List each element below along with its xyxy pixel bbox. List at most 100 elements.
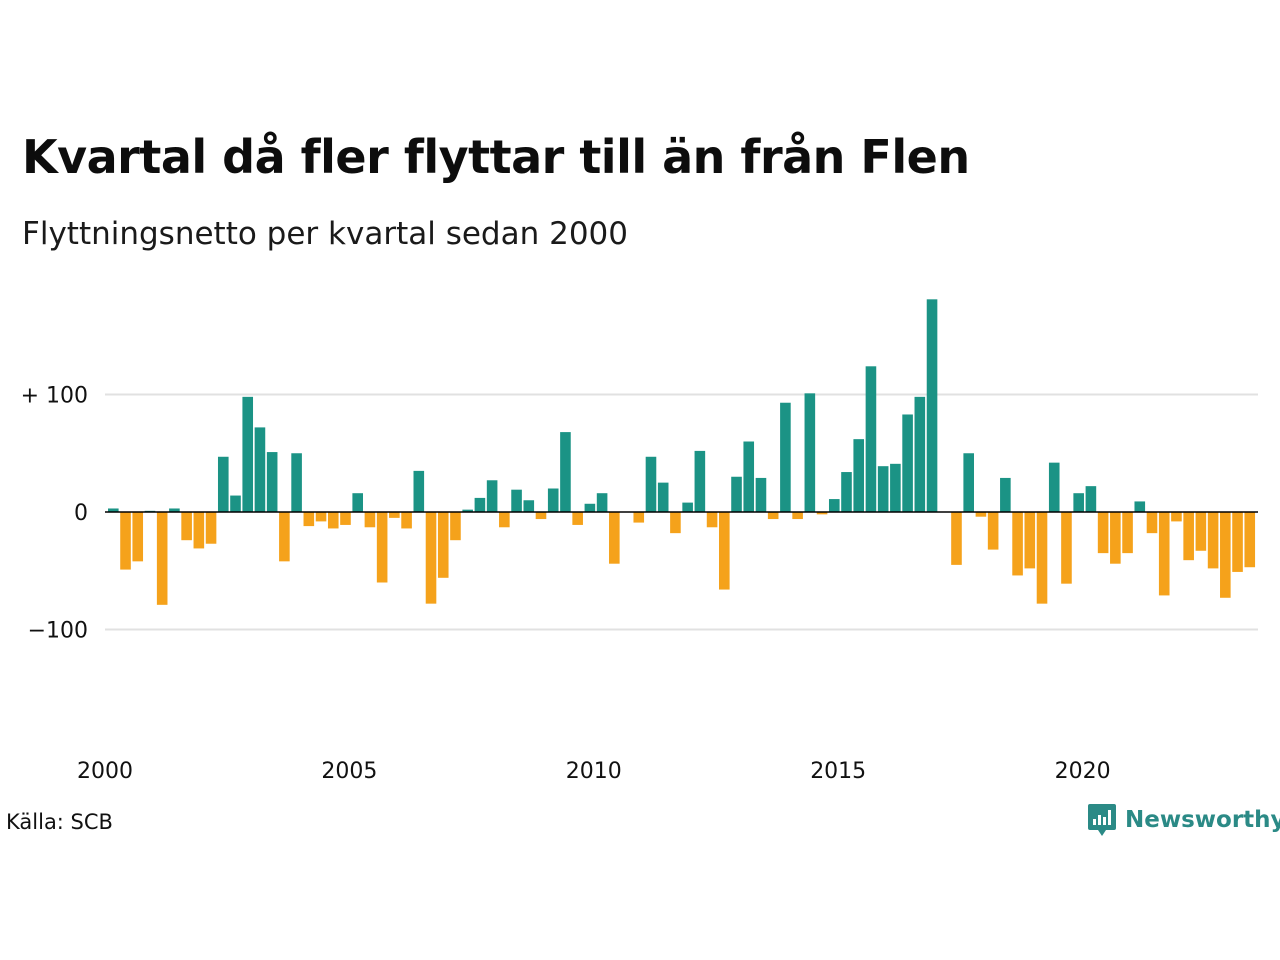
bar: [1158, 512, 1170, 596]
bar: [987, 512, 999, 550]
bar: [1195, 512, 1207, 551]
bar: [401, 512, 412, 529]
bar: [327, 512, 339, 529]
bar: [352, 493, 363, 512]
bar: [156, 512, 168, 605]
bar: [902, 414, 913, 513]
bar: [657, 482, 669, 513]
bar: [437, 512, 449, 578]
bar: [364, 512, 376, 528]
x-tick-label: 2005: [321, 759, 377, 784]
bar: [914, 396, 926, 512]
bar: [1036, 512, 1048, 604]
bar: [1171, 512, 1182, 522]
bar: [376, 512, 388, 583]
bar: [120, 512, 131, 570]
bar: [499, 512, 510, 528]
bar: [1122, 512, 1133, 554]
chart-title: Kvartal då fler flyttar till än från Fle…: [22, 130, 970, 184]
bar: [1220, 512, 1231, 598]
bar: [279, 512, 290, 562]
chart-subtitle: Flyttningsnetto per kvartal sedan 2000: [22, 216, 628, 252]
bar: [1000, 477, 1011, 513]
bar: [682, 502, 693, 512]
bar: [743, 441, 755, 512]
bar: [596, 493, 608, 512]
bar: [584, 503, 596, 512]
x-tick-label: 2020: [1055, 759, 1111, 784]
newsworthy-logo-icon: [1088, 804, 1116, 836]
bars: [108, 299, 1256, 605]
bar: [1207, 512, 1219, 569]
bar: [1146, 512, 1158, 534]
bar: [816, 512, 828, 515]
bar: [462, 509, 473, 512]
bar: [450, 512, 461, 541]
bar: [755, 477, 767, 513]
bar-chart: + 100 0 −100 2000 2005 2010 2015 2020: [21, 299, 1258, 784]
bar: [1097, 512, 1109, 554]
bar: [926, 299, 938, 512]
bar: [865, 366, 877, 512]
bar: [132, 512, 144, 562]
bar: [560, 432, 571, 512]
bar: [767, 512, 779, 520]
bar: [340, 512, 351, 525]
bar: [169, 508, 180, 513]
bar: [963, 453, 974, 512]
bar: [572, 512, 583, 525]
bar: [108, 508, 119, 513]
bar: [205, 512, 217, 544]
bar: [1048, 462, 1060, 512]
x-tick-label: 2010: [566, 759, 622, 784]
y-axis-labels: + 100 0 −100: [21, 384, 88, 644]
bar: [315, 512, 327, 522]
bar: [841, 472, 852, 512]
bar: [474, 497, 486, 512]
bar: [1073, 493, 1084, 512]
bar: [425, 512, 437, 604]
bar: [828, 499, 840, 512]
bar: [1134, 501, 1146, 513]
bar: [413, 470, 425, 513]
bar: [242, 396, 254, 512]
bar: [670, 512, 681, 534]
bar: [792, 512, 803, 520]
x-tick-label: 2000: [77, 759, 133, 784]
bar: [1061, 512, 1072, 584]
bar: [1110, 512, 1121, 564]
bar: [217, 456, 229, 512]
bar: [1244, 512, 1256, 568]
bar: [486, 480, 498, 512]
bar: [731, 476, 742, 512]
bar: [890, 463, 901, 512]
bar: [1183, 512, 1194, 561]
bar: [975, 512, 987, 517]
bar: [609, 512, 620, 564]
grid-lines: [105, 393, 1258, 631]
bar: [719, 512, 730, 590]
bar: [706, 512, 718, 528]
bar: [303, 512, 315, 527]
bar: [230, 495, 241, 512]
bar: [645, 456, 657, 512]
bar: [266, 452, 278, 512]
y-tick-label: + 100: [21, 384, 88, 409]
bar: [877, 466, 889, 513]
bar: [535, 512, 547, 520]
bar: [547, 488, 559, 512]
bar: [291, 453, 302, 512]
brand-name: Newsworthy: [1125, 807, 1280, 833]
bar: [633, 512, 645, 523]
source-note: Källa: SCB: [6, 810, 113, 834]
bar: [181, 512, 192, 541]
bar: [1024, 512, 1036, 569]
y-tick-label: 0: [74, 501, 88, 526]
bar: [389, 512, 400, 518]
x-axis-labels: 2000 2005 2010 2015 2020: [77, 759, 1111, 784]
bar: [523, 500, 535, 512]
bar: [1012, 512, 1023, 576]
newsworthy-logo: Newsworthy: [1087, 802, 1280, 838]
bar: [254, 427, 266, 512]
bar: [853, 439, 865, 512]
